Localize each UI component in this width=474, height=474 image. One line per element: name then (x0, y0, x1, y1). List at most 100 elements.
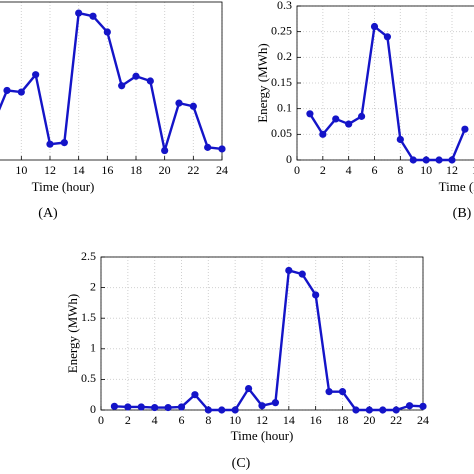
x-tick-label: 0 (98, 413, 104, 427)
data-point (103, 28, 111, 36)
data-point (319, 130, 327, 138)
data-point (189, 102, 197, 110)
x-tick-label: 2 (125, 413, 131, 427)
x-tick-label: 14 (283, 413, 295, 427)
x-tick-label: 16 (101, 163, 113, 177)
x-tick-label: 16 (310, 413, 322, 427)
data-point (161, 146, 169, 155)
data-point (17, 88, 25, 96)
data-point (357, 112, 366, 120)
data-point (405, 402, 414, 410)
x-tick-label: 0 (294, 163, 300, 177)
data-point (352, 406, 360, 414)
data-point (396, 135, 404, 144)
data-point (392, 406, 400, 414)
x-axis-label: Time (hour) (439, 179, 474, 194)
data-point (204, 143, 212, 151)
data-point (60, 139, 68, 147)
data-point (448, 156, 456, 164)
x-tick-label: 10 (15, 163, 27, 177)
data-point (461, 125, 469, 133)
x-axis-label: Time (hour) (231, 428, 294, 443)
data-point (244, 384, 253, 393)
x-tick-label: 4 (152, 413, 158, 427)
x-tick-label: 18 (337, 413, 349, 427)
data-point (298, 270, 306, 278)
x-tick-label: 8 (205, 413, 211, 427)
x-tick-label: 20 (363, 413, 375, 427)
data-point (325, 388, 333, 396)
y-tick-label: 2 (90, 279, 96, 293)
data-point (285, 266, 293, 275)
x-tick-label: 24 (216, 163, 228, 177)
data-point (204, 406, 212, 414)
y-tick-label: 0.05 (271, 126, 292, 140)
data-point (124, 403, 132, 411)
y-tick-label: 0.3 (277, 0, 292, 12)
y-tick-label: 0.5 (81, 371, 96, 385)
x-tick-label: 6 (179, 413, 185, 427)
data-point (379, 406, 387, 414)
x-tick-label: 12 (256, 413, 268, 427)
data-point (312, 291, 320, 299)
x-tick-label: 8 (397, 163, 403, 177)
data-point (191, 391, 199, 399)
data-point (231, 406, 239, 414)
x-tick-label: 12 (44, 163, 56, 177)
data-point (177, 403, 186, 411)
data-point (218, 406, 226, 414)
y-tick-label: 0 (90, 402, 96, 416)
x-tick-label: 14 (73, 163, 85, 177)
data-point (132, 72, 140, 80)
data-point (271, 399, 280, 407)
data-point (137, 403, 145, 411)
x-tick-label: 18 (130, 163, 142, 177)
data-point (3, 86, 11, 95)
x-tick-label: 22 (390, 413, 402, 427)
data-point (365, 406, 373, 414)
data-point (32, 71, 40, 79)
y-tick-label: 0.2 (277, 49, 292, 63)
data-point (46, 140, 54, 148)
x-tick-label: 22 (187, 163, 199, 177)
data-point (218, 145, 226, 153)
data-point (110, 402, 119, 410)
data-point (306, 110, 314, 118)
y-tick-label: 0 (286, 152, 292, 166)
data-point (383, 33, 392, 41)
data-point (75, 9, 83, 17)
panel-caption: (B) (453, 206, 472, 221)
plot-area (0, 2, 222, 160)
data-point (332, 115, 340, 123)
data-point (164, 403, 172, 412)
data-point (409, 156, 417, 164)
data-point (338, 388, 347, 396)
y-tick-label: 1 (90, 341, 96, 355)
x-tick-label: 4 (346, 163, 352, 177)
data-point (89, 12, 97, 20)
data-point (419, 402, 427, 410)
plot-frame (0, 1, 223, 161)
plot-area (101, 257, 423, 410)
plot-frame (100, 256, 424, 411)
y-tick-label: 1.5 (81, 310, 96, 324)
y-tick-label: 0.1 (277, 100, 292, 114)
data-point (422, 156, 430, 164)
data-point (435, 156, 443, 164)
x-tick-label: 24 (417, 413, 429, 427)
data-point (151, 403, 159, 412)
x-tick-label: 12 (446, 163, 458, 177)
x-tick-label: 14 (472, 163, 474, 177)
data-point (370, 22, 379, 31)
panel-caption: (C) (232, 456, 251, 471)
x-tick-label: 10 (420, 163, 432, 177)
x-tick-label: 10 (229, 413, 241, 427)
x-tick-label: 2 (320, 163, 326, 177)
panel-caption: (A) (38, 206, 58, 221)
data-point (258, 402, 266, 410)
data-point (146, 77, 154, 85)
x-tick-label: 6 (372, 163, 378, 177)
y-tick-label: 0.25 (271, 23, 292, 37)
data-point (175, 99, 183, 107)
y-axis-label: Energy (MWh) (65, 294, 80, 374)
